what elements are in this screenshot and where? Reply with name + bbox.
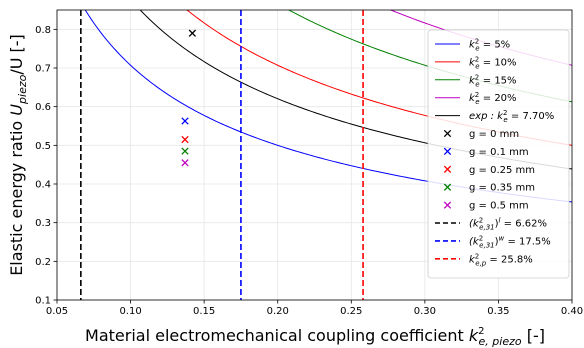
y-tick-label: 0.8 xyxy=(35,25,51,36)
legend-label: k2 e = 10% xyxy=(469,55,517,70)
y-tick-label: 0.4 xyxy=(35,180,51,191)
y-tick-label: 0.7 xyxy=(35,64,51,75)
legend-marker-swatch xyxy=(443,183,452,191)
x-tick-label: 0.05 xyxy=(46,306,68,317)
legend-label: g = 0.5 mm xyxy=(469,201,529,212)
y-tick-label: 0.5 xyxy=(35,141,51,152)
x-axis-label: Material electromechanical coupling coef… xyxy=(85,326,545,348)
x-tick-label: 0.40 xyxy=(561,306,583,317)
legend-label: k2 e = 15% xyxy=(469,73,517,88)
vertical-lines xyxy=(80,10,364,300)
x-tick-label: 0.30 xyxy=(414,306,436,317)
y-tick-label: 0.1 xyxy=(35,296,51,307)
legend-label: (k2 e,31)l = 6.62% xyxy=(469,217,547,232)
markers xyxy=(181,29,197,167)
x-ticks: 0.05 0.10 0.15 0.20 0.25 0.30 0.35 0.40 xyxy=(46,300,583,317)
x-tick-label: 0.20 xyxy=(267,306,289,317)
y-tick-label: 0.2 xyxy=(35,257,51,268)
y-ticks: 0.1 0.2 0.3 0.4 0.5 0.6 0.7 0.8 xyxy=(35,25,57,307)
data-marker xyxy=(188,29,197,37)
legend-label: k2 e,p = 25.8% xyxy=(469,252,533,267)
legend-label: (k2 e,31)w = 17.5% xyxy=(469,234,551,249)
legend-label: k2 e = 20% xyxy=(469,91,517,106)
x-tick-label: 0.10 xyxy=(119,306,141,317)
y-tick-label: 0.3 xyxy=(35,218,51,229)
legend-label: k2 e = 5% xyxy=(469,38,510,53)
y-tick-label: 0.6 xyxy=(35,102,51,113)
legend-marker-swatch xyxy=(443,129,452,138)
legend-marker-swatch xyxy=(443,147,452,156)
data-marker xyxy=(181,117,189,125)
legend-label: exp : k2 e = 7.70% xyxy=(469,109,554,124)
y-axis-label: Elastic energy ratio Upiezo/U [-] xyxy=(7,34,29,276)
plot-frame xyxy=(56,9,573,301)
legend-label: g = 0.35 mm xyxy=(469,183,535,194)
data-marker xyxy=(181,159,189,167)
legend-label: g = 0 mm xyxy=(469,129,519,140)
legend-marker-swatch xyxy=(443,165,452,173)
x-tick-label: 0.25 xyxy=(340,306,362,317)
data-marker xyxy=(181,147,189,155)
legend: k2 e = 5% k2 e = 10% k2 e = 15% k2 e = 20% exp :… xyxy=(427,29,570,279)
x-tick-label: 0.15 xyxy=(193,306,215,317)
data-marker xyxy=(181,135,189,144)
x-tick-label: 0.35 xyxy=(487,306,509,317)
legend-marker-swatch xyxy=(443,201,452,209)
legend-label: g = 0.1 mm xyxy=(469,147,529,158)
legend-frame xyxy=(427,29,570,279)
legend-label: g = 0.25 mm xyxy=(469,165,535,176)
